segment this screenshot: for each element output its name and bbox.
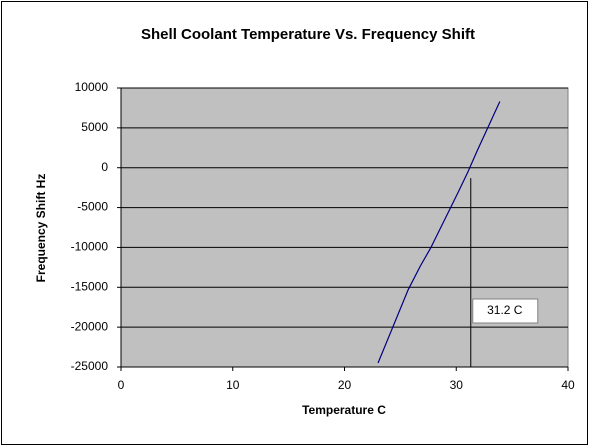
data-line xyxy=(377,101,501,364)
y-tick-label: 5000 xyxy=(81,120,108,134)
chart-title: Shell Coolant Temperature Vs. Frequency … xyxy=(141,26,475,43)
y-tick-label: 0 xyxy=(101,160,108,174)
x-tick-label: 40 xyxy=(561,378,575,392)
x-axis-title: Temperature C xyxy=(302,403,386,417)
y-tick-label: -5000 xyxy=(77,200,108,214)
y-tick-label: -15000 xyxy=(71,279,109,293)
y-tick-label: -20000 xyxy=(71,319,109,333)
y-tick-label: -10000 xyxy=(71,240,109,254)
x-tick-label: 20 xyxy=(338,378,352,392)
annotation-box xyxy=(472,298,539,324)
x-tick-label: 0 xyxy=(118,378,125,392)
y-tick-label: 10000 xyxy=(75,80,109,94)
y-tick-label: -25000 xyxy=(71,359,109,373)
x-tick-label: 10 xyxy=(226,378,240,392)
y-axis-title: Frequency Shift Hz xyxy=(34,174,48,283)
plot-area xyxy=(120,87,569,368)
x-tick-label: 30 xyxy=(450,378,464,392)
annotation-label: 31.2 C xyxy=(487,303,523,317)
